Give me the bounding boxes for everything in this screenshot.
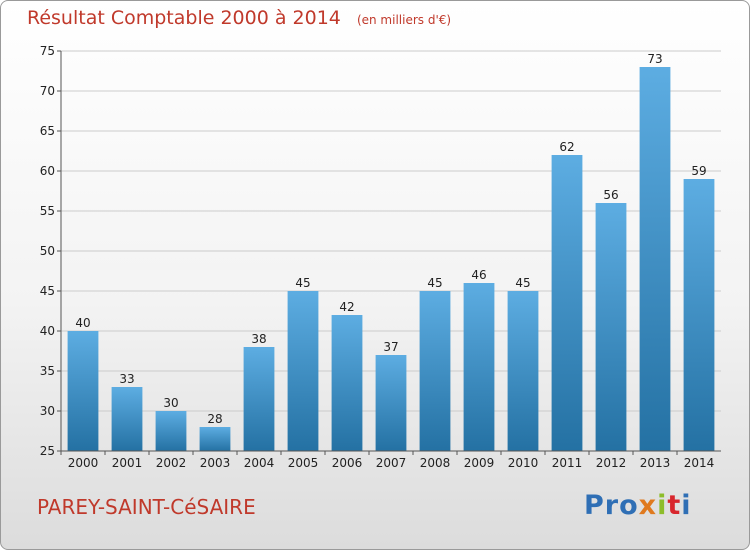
data-label: 56: [603, 188, 618, 202]
logo-part: t: [667, 490, 682, 521]
x-tick-label: 2006: [332, 456, 363, 470]
bar: [639, 67, 671, 451]
bar-series: [67, 67, 715, 451]
logo-part: i: [681, 490, 692, 521]
x-tick-label: 2014: [684, 456, 715, 470]
bar: [595, 203, 627, 451]
y-tick-label: 25: [40, 444, 55, 458]
bar: [199, 427, 231, 451]
y-tick-label: 75: [40, 44, 55, 58]
x-tick-label: 2001: [112, 456, 143, 470]
y-axis-ticks: 25 30 35 40 45 50 55 60 65 70 75: [40, 44, 61, 458]
bar: [331, 315, 363, 451]
x-tick-label: 2002: [156, 456, 187, 470]
x-tick-label: 2007: [376, 456, 407, 470]
data-label: 45: [295, 276, 310, 290]
data-label: 33: [119, 372, 134, 386]
data-label: 45: [515, 276, 530, 290]
logo-part: Pro: [584, 490, 639, 521]
data-label: 59: [691, 164, 706, 178]
chart-title-text: Résultat Comptable 2000 à 2014: [27, 7, 341, 29]
y-tick-label: 50: [40, 244, 55, 258]
proxiti-logo[interactable]: Proxiti: [584, 490, 692, 521]
town-name: PAREY-SAINT-CéSAIRE: [37, 495, 256, 519]
x-tick-label: 2000: [68, 456, 99, 470]
x-tick-label: 2008: [420, 456, 451, 470]
logo-part: i: [657, 490, 668, 521]
chart-subtitle: (en milliers d'€): [356, 13, 452, 27]
data-label: 73: [647, 52, 662, 66]
x-tick-label: 2003: [200, 456, 231, 470]
data-label: 42: [339, 300, 354, 314]
data-label: 30: [163, 396, 178, 410]
y-tick-label: 40: [40, 324, 55, 338]
x-tick-label: 2013: [640, 456, 671, 470]
bar: [287, 291, 319, 451]
data-label: 62: [559, 140, 574, 154]
bar: [67, 331, 99, 451]
x-axis-ticks: 2000 2001 2002 2003 2004 2005 2006 2007 2008 2009…: [60, 451, 715, 470]
bar: [375, 355, 407, 451]
x-tick-label: 2011: [552, 456, 583, 470]
data-label: 38: [251, 332, 266, 346]
bar: [243, 347, 275, 451]
data-label: 45: [427, 276, 442, 290]
y-tick-label: 35: [40, 364, 55, 378]
y-tick-label: 55: [40, 204, 55, 218]
x-tick-label: 2005: [288, 456, 319, 470]
data-label: 28: [207, 412, 222, 426]
logo-part: x: [638, 490, 658, 521]
bar: [683, 179, 715, 451]
y-tick-label: 60: [40, 164, 55, 178]
value-labels: 40 33 30 28 38 45 42 37 45 46 45 62 56 73 59: [75, 52, 706, 426]
y-tick-label: 45: [40, 284, 55, 298]
data-label: 46: [471, 268, 486, 282]
y-tick-label: 65: [40, 124, 55, 138]
x-tick-label: 2009: [464, 456, 495, 470]
bar: [419, 291, 451, 451]
bar: [551, 155, 583, 451]
bar: [507, 291, 539, 451]
bar: [463, 283, 495, 451]
x-tick-label: 2004: [244, 456, 275, 470]
x-tick-label: 2012: [596, 456, 627, 470]
data-label: 40: [75, 316, 90, 330]
bar: [111, 387, 143, 451]
chart-title: Résultat Comptable 2000 à 2014 (en milli…: [27, 7, 451, 29]
y-tick-label: 70: [40, 84, 55, 98]
x-tick-label: 2010: [508, 456, 539, 470]
y-tick-label: 30: [40, 404, 55, 418]
bar: [155, 411, 187, 451]
data-label: 37: [383, 340, 398, 354]
